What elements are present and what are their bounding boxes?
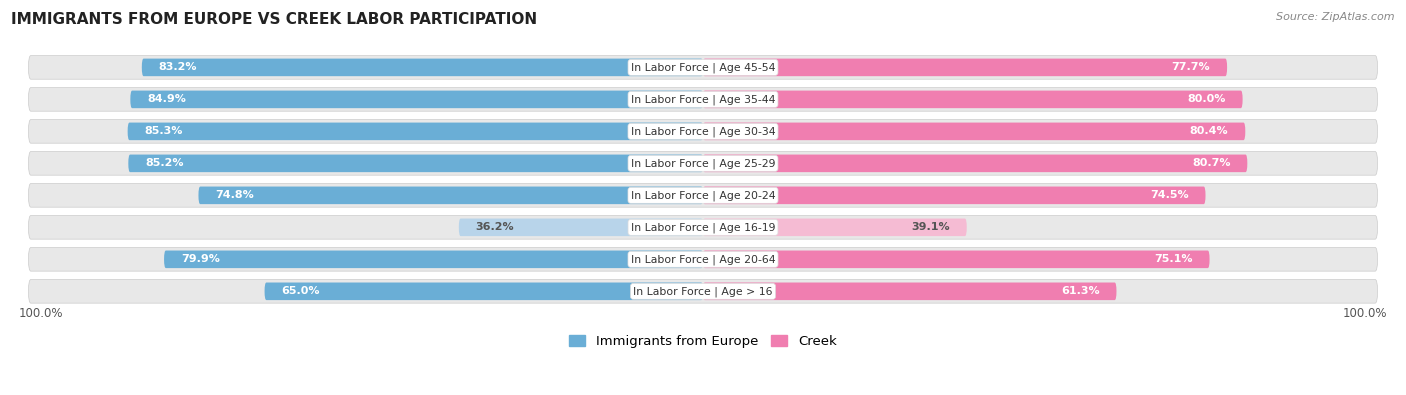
Text: 84.9%: 84.9% bbox=[148, 94, 186, 104]
FancyBboxPatch shape bbox=[458, 218, 703, 236]
Text: 77.7%: 77.7% bbox=[1171, 62, 1211, 72]
FancyBboxPatch shape bbox=[703, 218, 967, 236]
Text: 61.3%: 61.3% bbox=[1062, 286, 1099, 296]
Text: In Labor Force | Age 16-19: In Labor Force | Age 16-19 bbox=[631, 222, 775, 233]
FancyBboxPatch shape bbox=[28, 56, 1378, 79]
FancyBboxPatch shape bbox=[703, 58, 1227, 76]
FancyBboxPatch shape bbox=[28, 88, 1378, 111]
Text: In Labor Force | Age > 16: In Labor Force | Age > 16 bbox=[633, 286, 773, 297]
FancyBboxPatch shape bbox=[28, 248, 1378, 271]
FancyBboxPatch shape bbox=[703, 154, 1247, 172]
Text: Source: ZipAtlas.com: Source: ZipAtlas.com bbox=[1277, 12, 1395, 22]
Text: 74.5%: 74.5% bbox=[1150, 190, 1188, 200]
Text: 74.8%: 74.8% bbox=[215, 190, 254, 200]
FancyBboxPatch shape bbox=[28, 120, 1378, 143]
Text: 75.1%: 75.1% bbox=[1154, 254, 1192, 264]
Text: In Labor Force | Age 35-44: In Labor Force | Age 35-44 bbox=[631, 94, 775, 105]
Text: IMMIGRANTS FROM EUROPE VS CREEK LABOR PARTICIPATION: IMMIGRANTS FROM EUROPE VS CREEK LABOR PA… bbox=[11, 12, 537, 27]
FancyBboxPatch shape bbox=[128, 122, 703, 140]
FancyBboxPatch shape bbox=[703, 122, 1246, 140]
Text: 80.7%: 80.7% bbox=[1192, 158, 1230, 168]
Text: 79.9%: 79.9% bbox=[181, 254, 219, 264]
Text: In Labor Force | Age 25-29: In Labor Force | Age 25-29 bbox=[631, 158, 775, 169]
Legend: Immigrants from Europe, Creek: Immigrants from Europe, Creek bbox=[564, 330, 842, 353]
Text: 83.2%: 83.2% bbox=[159, 62, 197, 72]
FancyBboxPatch shape bbox=[131, 90, 703, 108]
Text: 36.2%: 36.2% bbox=[475, 222, 515, 232]
Text: In Labor Force | Age 30-34: In Labor Force | Age 30-34 bbox=[631, 126, 775, 137]
FancyBboxPatch shape bbox=[198, 186, 703, 204]
Text: In Labor Force | Age 45-54: In Labor Force | Age 45-54 bbox=[631, 62, 775, 73]
FancyBboxPatch shape bbox=[28, 184, 1378, 207]
FancyBboxPatch shape bbox=[703, 186, 1205, 204]
FancyBboxPatch shape bbox=[703, 250, 1209, 268]
FancyBboxPatch shape bbox=[28, 216, 1378, 239]
FancyBboxPatch shape bbox=[28, 152, 1378, 175]
Text: 39.1%: 39.1% bbox=[911, 222, 950, 232]
Text: 85.3%: 85.3% bbox=[145, 126, 183, 136]
FancyBboxPatch shape bbox=[28, 280, 1378, 303]
Text: 100.0%: 100.0% bbox=[18, 307, 63, 320]
FancyBboxPatch shape bbox=[165, 250, 703, 268]
Text: In Labor Force | Age 20-24: In Labor Force | Age 20-24 bbox=[631, 190, 775, 201]
Text: 80.0%: 80.0% bbox=[1188, 94, 1226, 104]
Text: 80.4%: 80.4% bbox=[1189, 126, 1229, 136]
FancyBboxPatch shape bbox=[703, 282, 1116, 300]
FancyBboxPatch shape bbox=[142, 58, 703, 76]
FancyBboxPatch shape bbox=[703, 90, 1243, 108]
Text: 85.2%: 85.2% bbox=[145, 158, 184, 168]
Text: In Labor Force | Age 20-64: In Labor Force | Age 20-64 bbox=[631, 254, 775, 265]
Text: 100.0%: 100.0% bbox=[1343, 307, 1388, 320]
FancyBboxPatch shape bbox=[128, 154, 703, 172]
FancyBboxPatch shape bbox=[264, 282, 703, 300]
Text: 65.0%: 65.0% bbox=[281, 286, 321, 296]
